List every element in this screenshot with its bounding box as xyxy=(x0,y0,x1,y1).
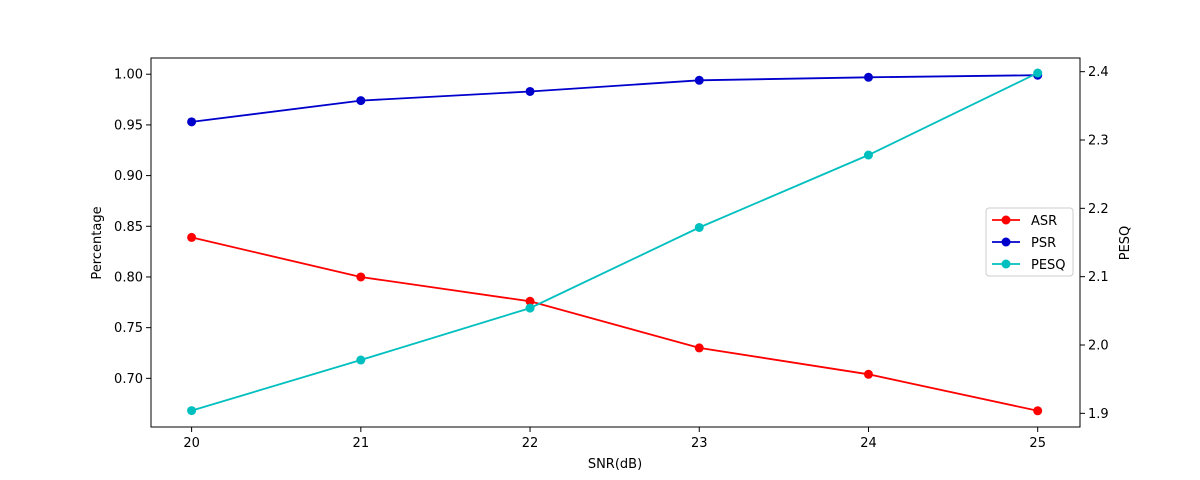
data-point-pesq xyxy=(863,150,873,160)
legend-item-asr: ASR xyxy=(992,214,1057,229)
legend-label-asr: ASR xyxy=(1031,214,1057,229)
series-line-pesq xyxy=(191,72,1039,412)
y-tick-label-left: 0.90 xyxy=(114,169,143,184)
legend-marker-asr xyxy=(1001,215,1011,225)
y-axis-label-right: PESQ xyxy=(1118,226,1133,261)
legend: ASR PSR PESQ xyxy=(985,207,1074,277)
data-point-asr xyxy=(356,272,366,282)
legend-box xyxy=(985,207,1074,277)
data-point-pesq xyxy=(525,303,535,313)
y-tick-label-right: 1.9 xyxy=(1088,407,1109,422)
legend-label-psr: PSR xyxy=(1031,236,1056,251)
data-point-psr xyxy=(694,75,704,85)
data-point-asr xyxy=(187,232,197,242)
y-tick-label-left: 0.80 xyxy=(114,270,143,285)
x-axis-label: SNR(dB) xyxy=(588,457,642,472)
legend-item-psr: PSR xyxy=(992,236,1056,251)
data-point-psr xyxy=(187,117,197,127)
x-tick-label: 24 xyxy=(860,436,877,451)
data-point-psr xyxy=(863,72,873,82)
data-point-asr xyxy=(694,343,704,353)
legend-marker-psr xyxy=(1001,237,1011,247)
y-tick-label-left: 0.95 xyxy=(114,118,143,133)
y-tick-label-left: 0.70 xyxy=(114,372,143,387)
x-tick-label: 22 xyxy=(522,436,539,451)
y-tick-label-right: 2.3 xyxy=(1088,134,1109,149)
data-point-asr xyxy=(1033,406,1043,416)
legend-item-pesq: PESQ xyxy=(992,258,1066,273)
y-axis-label-left: Percentage xyxy=(90,206,105,279)
x-tick-label: 20 xyxy=(183,436,200,451)
plot-frame xyxy=(150,57,1081,428)
x-tick-label: 21 xyxy=(353,436,370,451)
y-tick-label-right: 2.2 xyxy=(1088,202,1109,217)
data-point-pesq xyxy=(694,222,704,232)
data-point-psr xyxy=(525,86,535,96)
y-tick-label-right: 2.1 xyxy=(1088,270,1109,285)
data-point-asr xyxy=(525,296,535,306)
legend-label-pesq: PESQ xyxy=(1031,258,1066,273)
y-tick-label-right: 2.4 xyxy=(1088,65,1109,80)
series-line-asr xyxy=(191,236,1038,412)
data-point-pesq xyxy=(356,355,366,365)
data-point-psr xyxy=(356,96,366,106)
x-tick-label: 23 xyxy=(691,436,708,451)
legend-marker-pesq xyxy=(1001,259,1011,269)
y-tick-label-left: 1.00 xyxy=(114,68,143,83)
series-line-psr xyxy=(191,74,1038,123)
data-point-pesq xyxy=(187,406,197,416)
data-point-pesq xyxy=(1033,68,1043,78)
y-tick-label-right: 2.0 xyxy=(1088,339,1109,354)
data-point-asr xyxy=(863,369,873,379)
y-tick-label-left: 0.85 xyxy=(114,220,143,235)
y-tick-label-left: 0.75 xyxy=(114,321,143,336)
x-tick-label: 25 xyxy=(1029,436,1046,451)
